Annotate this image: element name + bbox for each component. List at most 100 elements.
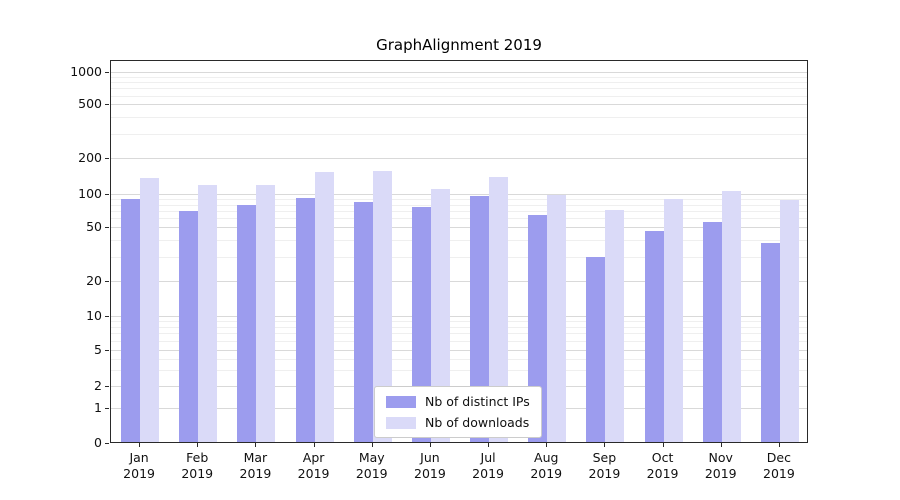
- legend-swatch-downloads: [386, 416, 416, 429]
- chart-title: GraphAlignment 2019: [376, 36, 542, 54]
- gridline-major: [111, 158, 807, 159]
- x-label-month: Jun: [420, 450, 440, 465]
- y-axis-tick-label: 200: [78, 150, 102, 165]
- x-label-month: Sep: [592, 450, 617, 465]
- x-label-month: Jan: [129, 450, 149, 465]
- x-axis-tick-label: Aug 2019: [517, 450, 575, 482]
- x-label-year: 2019: [530, 466, 563, 481]
- plot-area: Nb of distinct IPs Nb of downloads: [110, 60, 808, 443]
- bar-distinct-ips: [644, 230, 664, 442]
- y-axis-tick-mark: [105, 408, 109, 409]
- x-label-year: 2019: [763, 466, 795, 481]
- x-label-month: Nov: [708, 450, 733, 465]
- y-axis-tick-mark: [105, 104, 109, 105]
- x-axis-tick-mark: [488, 443, 490, 447]
- x-axis-tick-mark: [197, 443, 199, 447]
- gridline-major: [111, 227, 807, 228]
- bar-distinct-ips: [760, 243, 780, 442]
- x-axis-tick-mark: [546, 443, 548, 447]
- gridline-major: [111, 72, 807, 73]
- x-axis-tick-label: Apr 2019: [285, 450, 343, 482]
- x-axis-tick-label: Mar 2019: [226, 450, 284, 482]
- gridline-major: [111, 281, 807, 282]
- x-label-month: Jul: [480, 450, 496, 465]
- gridline-minor: [111, 370, 807, 372]
- x-label-month: May: [358, 450, 385, 465]
- bar-distinct-ips: [179, 210, 199, 442]
- x-axis-tick-mark: [662, 443, 664, 447]
- bar-downloads: [663, 199, 683, 442]
- y-axis-tick-label: 5: [94, 342, 102, 357]
- y-axis-tick-mark: [105, 158, 109, 159]
- y-axis-tick-mark: [105, 443, 109, 444]
- legend-item-downloads: Nb of downloads: [386, 415, 530, 430]
- x-axis-tick-label: May 2019: [343, 450, 401, 482]
- x-axis-tick-label: Jun 2019: [401, 450, 459, 482]
- gridline-minor: [111, 326, 807, 328]
- gridline-minor: [111, 95, 807, 97]
- x-label-month: Aug: [534, 450, 559, 465]
- gridline-major: [111, 316, 807, 317]
- x-label-year: 2019: [588, 466, 621, 481]
- gridline-minor: [111, 240, 807, 242]
- x-axis-tick-mark: [604, 443, 606, 447]
- bar-downloads: [372, 171, 392, 442]
- bar-distinct-ips: [586, 257, 606, 442]
- x-axis-tick-mark: [139, 443, 141, 447]
- bar-downloads: [314, 172, 334, 442]
- bar-downloads: [198, 185, 218, 442]
- gridline-minor: [111, 257, 807, 259]
- gridline-minor: [111, 210, 807, 212]
- x-label-month: Dec: [766, 450, 791, 465]
- x-label-month: Feb: [186, 450, 209, 465]
- x-label-year: 2019: [704, 466, 737, 481]
- bar-downloads: [779, 199, 799, 442]
- gridline-minor: [111, 204, 807, 206]
- x-axis-tick-mark: [371, 443, 373, 447]
- gridline-minor: [111, 117, 807, 119]
- bar-distinct-ips: [528, 214, 548, 442]
- gridline-minor: [111, 333, 807, 335]
- gridline-major: [111, 350, 807, 351]
- x-label-year: 2019: [181, 466, 214, 481]
- y-axis-tick-label: 100: [78, 186, 102, 201]
- y-axis-tick-mark: [105, 316, 109, 317]
- bar-downloads: [489, 176, 509, 442]
- gridline-minor: [111, 321, 807, 323]
- bar-distinct-ips: [237, 204, 257, 442]
- bar-downloads: [256, 184, 276, 442]
- y-axis-tick-label: 1000: [70, 64, 102, 79]
- x-axis-tick-mark: [720, 443, 722, 447]
- x-label-year: 2019: [239, 466, 272, 481]
- x-label-month: Mar: [243, 450, 268, 465]
- bar-distinct-ips: [295, 197, 315, 442]
- gridline-minor: [111, 199, 807, 201]
- gridline-minor: [111, 218, 807, 220]
- bar-downloads: [140, 178, 160, 442]
- x-label-year: 2019: [123, 466, 155, 481]
- x-label-year: 2019: [297, 466, 330, 481]
- y-axis-tick-label: 0: [94, 435, 102, 450]
- bar-downloads: [605, 209, 625, 442]
- gridline-major: [111, 104, 807, 105]
- x-axis-tick-label: Feb 2019: [168, 450, 226, 482]
- x-axis-tick-label: Jan 2019: [110, 450, 168, 482]
- gridline-minor: [111, 82, 807, 84]
- legend-label: Nb of downloads: [425, 415, 530, 430]
- x-label-month: Oct: [651, 450, 674, 465]
- gridline-minor: [111, 76, 807, 78]
- bar-distinct-ips: [470, 196, 490, 442]
- x-axis-tick-mark: [255, 443, 257, 447]
- legend-label: Nb of distinct IPs: [425, 394, 530, 409]
- y-axis-tick-label: 10: [86, 308, 102, 323]
- x-axis-tick-label: Sep 2019: [575, 450, 633, 482]
- bar-downloads: [721, 191, 741, 442]
- bar-downloads: [547, 195, 567, 442]
- y-axis-tick-mark: [105, 194, 109, 195]
- y-axis-tick-mark: [105, 72, 109, 73]
- gridline-minor: [111, 134, 807, 136]
- x-axis-tick-mark: [313, 443, 315, 447]
- bar-distinct-ips: [411, 207, 431, 442]
- legend: Nb of distinct IPs Nb of downloads: [374, 386, 542, 438]
